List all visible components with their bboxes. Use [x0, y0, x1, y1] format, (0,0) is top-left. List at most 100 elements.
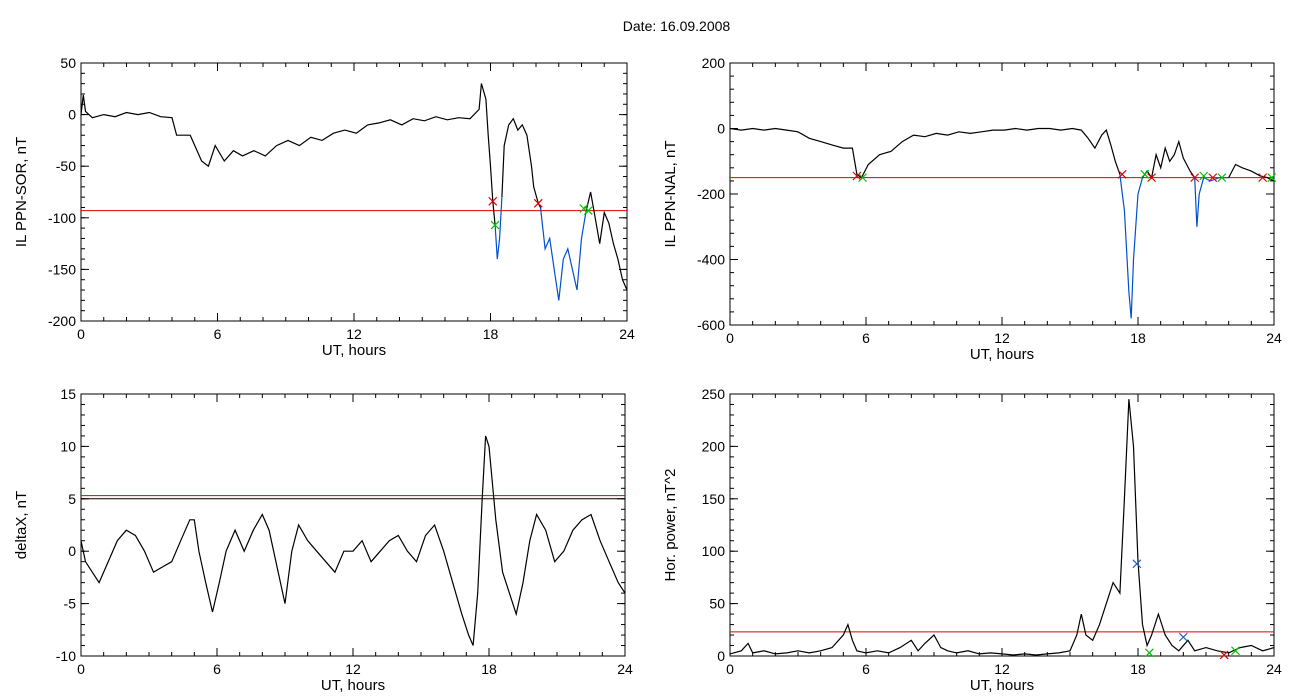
y-tick-label: 0 — [68, 107, 76, 123]
cross-marker — [1199, 171, 1209, 181]
x-tick-label: 12 — [345, 661, 361, 677]
cross-marker — [583, 206, 593, 216]
cross-marker — [1132, 559, 1142, 569]
y-tick-label: -400 — [697, 252, 725, 268]
x-tick-label: 18 — [1130, 330, 1146, 346]
series-line — [539, 207, 587, 301]
cross-marker — [1258, 173, 1268, 183]
x-tick-label: 18 — [481, 661, 497, 677]
chart-panel-deltax: 0 6 12 18 24 -10 -5 0 5 10 15 UT, hours deltaX, nT — [13, 386, 633, 694]
y-tick-label: 150 — [702, 491, 726, 507]
cross-marker — [1144, 648, 1154, 658]
figure-title: Date: 16.09.2008 — [622, 18, 731, 34]
cross-marker-stroke — [1219, 650, 1229, 660]
cross-marker-stroke — [583, 206, 593, 216]
cross-marker — [1190, 173, 1200, 183]
cross-marker-stroke — [488, 196, 498, 206]
y-tick-label: 5 — [68, 491, 76, 507]
y-tick-label: -200 — [48, 313, 76, 329]
y-axis-label: IL PPN-NAL, nT — [662, 141, 679, 248]
cross-marker-stroke — [490, 220, 500, 230]
series-line — [494, 197, 503, 260]
y-tick-label: -10 — [56, 648, 76, 664]
y-tick-label: 200 — [702, 55, 726, 71]
y-tick-label: 50 — [60, 55, 76, 71]
y-tick-label: -50 — [56, 158, 76, 174]
cross-marker — [1231, 646, 1240, 656]
y-tick-label: 10 — [60, 438, 76, 454]
cross-marker-stroke — [1132, 559, 1142, 569]
y-tick-label: 50 — [709, 596, 725, 612]
x-axis-label: UT, hours — [970, 677, 1034, 694]
plot-frame — [729, 393, 1275, 657]
cross-marker — [490, 220, 500, 230]
cross-marker-stroke — [1199, 171, 1209, 181]
series-line — [1119, 174, 1144, 319]
cross-marker — [1267, 173, 1277, 183]
cross-marker-stroke — [1208, 173, 1218, 183]
series-line — [80, 83, 496, 226]
x-tick-label: 12 — [346, 326, 362, 342]
y-tick-label: -100 — [48, 210, 76, 226]
y-axis-label: deltaX, nT — [13, 491, 30, 559]
y-tick-label: -150 — [48, 261, 76, 277]
x-tick-label: 0 — [77, 326, 85, 342]
cross-marker — [533, 198, 543, 208]
cross-marker — [1140, 169, 1150, 179]
cross-marker — [579, 204, 589, 213]
cross-marker — [1178, 632, 1188, 642]
x-tick-label: 6 — [214, 326, 222, 342]
series-line — [80, 435, 626, 646]
y-tick-label: -5 — [64, 596, 77, 612]
series-line — [501, 117, 542, 208]
chart-panel-ppn-nal: 0 6 12 18 24 -600 -400 -200 0 200 UT, hours IL PPN-… — [662, 55, 1282, 363]
series-line — [1194, 176, 1229, 227]
x-tick-label: 24 — [1266, 330, 1282, 346]
cross-marker — [1117, 169, 1127, 179]
x-tick-label: 0 — [77, 661, 85, 677]
cross-marker — [1219, 650, 1229, 660]
plot-frame — [729, 62, 1275, 326]
cross-marker-stroke — [1267, 173, 1277, 183]
y-axis-label: IL PPN-SOR, nT — [13, 137, 30, 247]
series-line — [729, 127, 1121, 179]
plot-frame — [80, 62, 628, 322]
cross-marker — [1147, 173, 1157, 183]
cross-marker-stroke — [1258, 173, 1268, 183]
y-tick-label: -600 — [697, 317, 725, 333]
cross-marker — [488, 196, 498, 206]
y-axis-label: Hor. power, nT^2 — [662, 469, 679, 582]
cross-marker-stroke — [858, 173, 868, 183]
x-tick-label: 24 — [619, 326, 635, 342]
y-tick-label: 15 — [60, 386, 76, 402]
cross-marker-stroke — [533, 198, 543, 208]
cross-marker — [852, 171, 862, 181]
y-tick-label: 100 — [702, 543, 726, 559]
cross-marker-stroke — [1217, 173, 1227, 183]
x-tick-label: 6 — [862, 661, 870, 677]
x-tick-label: 6 — [862, 330, 870, 346]
x-tick-label: 0 — [726, 330, 734, 346]
x-tick-label: 24 — [617, 661, 633, 677]
y-tick-label: 250 — [702, 386, 726, 402]
cross-marker-stroke — [1231, 646, 1240, 656]
cross-marker-stroke — [852, 171, 862, 181]
y-tick-label: 0 — [717, 648, 725, 664]
x-tick-label: 18 — [483, 326, 499, 342]
x-tick-label: 0 — [726, 661, 734, 677]
cross-marker-stroke — [1140, 169, 1150, 179]
plot-frame — [80, 393, 626, 657]
cross-marker — [1217, 173, 1227, 183]
x-axis-label: UT, hours — [321, 677, 385, 694]
chart-panel-ppn-sor: 0 6 12 18 24 -200 -150 -100 -50 0 50 UT, hours IL PP… — [13, 55, 635, 359]
x-tick-label: 12 — [994, 661, 1010, 677]
y-tick-label: 0 — [68, 543, 76, 559]
x-axis-label: UT, hours — [322, 342, 386, 359]
series-line — [729, 399, 1275, 656]
cross-marker-stroke — [1147, 173, 1157, 183]
series-line — [585, 191, 628, 291]
series-line — [1228, 163, 1275, 182]
cross-marker-stroke — [579, 204, 589, 213]
cross-marker-stroke — [1190, 173, 1200, 183]
